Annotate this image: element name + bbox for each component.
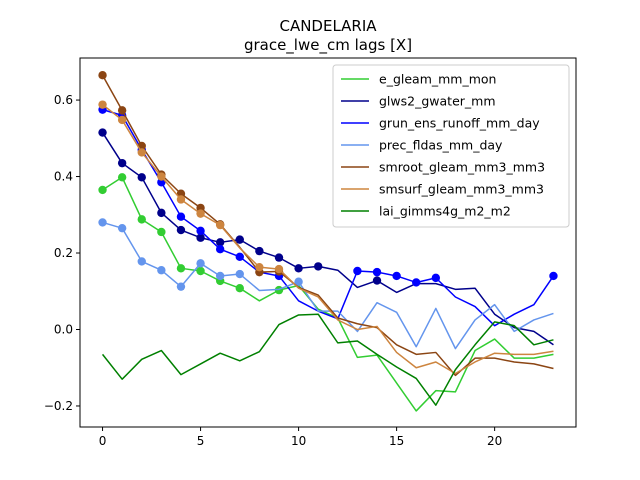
y-tick-label: 0.4 — [54, 170, 73, 184]
chart-subtitle: grace_lwe_cm lags [X] — [244, 36, 412, 55]
y-axis: −0.2 0.0 0.2 0.4 0.6 — [44, 93, 80, 413]
legend-entry: smroot_gleam_mm3_mm3 — [379, 160, 545, 175]
data-point — [157, 227, 166, 237]
series-e_gleam_mm_mon — [98, 173, 554, 412]
data-point — [372, 276, 382, 285]
data-point — [353, 266, 362, 276]
data-point — [157, 172, 166, 181]
series-line — [101, 74, 554, 377]
plot-frame — [79, 57, 577, 428]
data-point — [215, 238, 225, 247]
data-point — [98, 100, 107, 109]
series-line — [101, 132, 554, 346]
data-point — [392, 271, 401, 281]
data-point — [117, 158, 127, 168]
data-point — [255, 262, 264, 272]
data-point — [176, 264, 186, 273]
data-point — [196, 226, 205, 236]
data-point — [549, 271, 558, 281]
data-point — [235, 235, 244, 244]
legend-entry: smsurf_gleam_mm3_mm3 — [379, 182, 544, 197]
x-tick-label: 0 — [99, 434, 107, 448]
data-point — [255, 246, 264, 256]
series-smsurf_gleam_mm3_mm3 — [98, 100, 554, 375]
data-point — [196, 233, 205, 242]
data-point — [235, 252, 244, 262]
data-point — [137, 148, 146, 157]
data-point — [157, 266, 166, 275]
legend-entry: e_gleam_mm_mon — [379, 72, 496, 87]
data-point — [412, 278, 421, 287]
series-line — [102, 176, 554, 412]
data-point — [137, 215, 146, 224]
data-point — [117, 106, 127, 115]
data-point — [215, 220, 225, 230]
data-point — [274, 253, 284, 262]
data-point — [196, 266, 205, 276]
data-point — [137, 257, 146, 266]
data-point — [274, 264, 284, 274]
series-glws2_gwater_mm — [98, 128, 554, 346]
series-lai_gimms4g_m2_m2 — [101, 313, 554, 406]
data-point — [431, 273, 441, 283]
series-line — [101, 313, 554, 406]
data-point — [215, 244, 225, 254]
y-tick-label: 0.0 — [54, 322, 73, 336]
legend: e_gleam_mm_mon glws2_gwater_mm grun_ens_ru… — [332, 64, 570, 228]
data-point — [176, 212, 186, 221]
data-point — [235, 269, 244, 279]
legend-entry: prec_fldas_mm_day — [379, 138, 503, 153]
data-point — [117, 173, 127, 182]
data-point — [98, 71, 107, 80]
data-point — [176, 282, 186, 291]
series-prec_fldas_mm_day — [98, 218, 554, 350]
data-point — [117, 223, 127, 233]
y-tick-label: 0.6 — [54, 93, 73, 107]
y-tick-label: 0.2 — [54, 246, 73, 260]
x-tick-label: 5 — [197, 434, 205, 448]
data-point — [98, 218, 107, 227]
data-point — [98, 128, 107, 137]
data-point — [157, 208, 166, 218]
y-tick-label: −0.2 — [44, 399, 73, 413]
data-point — [215, 271, 225, 281]
legend-entry: grun_ens_runoff_mm_day — [379, 116, 540, 131]
data-point — [196, 259, 205, 268]
data-point — [98, 185, 107, 195]
data-point — [117, 115, 127, 125]
series-line — [102, 108, 555, 327]
data-point — [235, 283, 244, 293]
legend-entry: lai_gimms4g_m2_m2 — [379, 204, 511, 219]
x-tick-label: 10 — [291, 434, 306, 448]
x-tick-label: 20 — [487, 434, 502, 448]
data-point — [176, 195, 186, 204]
series-line — [102, 221, 554, 350]
data-point — [196, 209, 205, 218]
legend-entry: glws2_gwater_mm — [379, 94, 496, 109]
series-line — [102, 104, 554, 375]
data-point — [372, 267, 382, 277]
data-point — [313, 262, 323, 271]
x-axis: 0 5 10 15 20 — [99, 427, 502, 448]
data-point — [294, 277, 303, 286]
chart-title: CANDELARIA — [279, 17, 377, 35]
x-tick-label: 15 — [389, 434, 404, 448]
data-point — [294, 264, 303, 273]
data-point — [176, 225, 186, 235]
data-point — [137, 173, 146, 182]
series-layer — [98, 71, 558, 412]
legend-box — [332, 64, 570, 228]
